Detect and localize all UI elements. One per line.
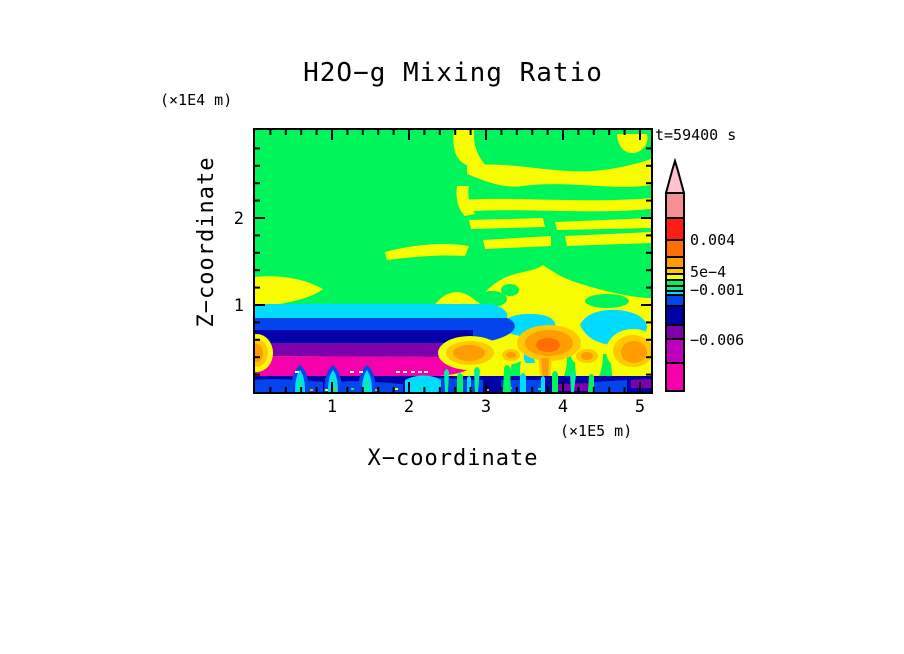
layer-magenta-band	[255, 356, 471, 376]
plume-spikes-cyan	[467, 373, 545, 392]
surface-cyan-patch	[405, 375, 441, 392]
x-tick-label-2: 2	[403, 397, 415, 417]
axis-ticks	[255, 130, 651, 392]
y-axis-unit-label: (×1E4 m)	[160, 91, 233, 109]
cell-hot-core	[536, 338, 560, 352]
y-tick-label-2: 2	[233, 209, 244, 229]
white-dash-artifacts	[295, 371, 428, 373]
plot-area	[253, 128, 653, 394]
surface-specks-yellow	[325, 388, 398, 391]
layer-cyan-band	[255, 304, 508, 318]
contour-plot	[255, 130, 651, 392]
plume-spikes-green	[457, 365, 594, 392]
y-tick-label-1: 1	[233, 296, 244, 316]
page-title: H2O−g Mixing Ratio	[303, 58, 603, 88]
colorbar-segments	[665, 192, 685, 392]
colorbar-label-5e4: 5e−4	[690, 263, 727, 281]
surface-specks-green	[351, 387, 541, 390]
x-tick-label-1: 1	[326, 397, 338, 417]
plume-spikes-spring	[444, 367, 576, 392]
colorbar-label-m0006: −0.006	[690, 331, 745, 349]
colorbar-arrow-tip	[664, 158, 686, 194]
colorbar-label-m0001: −0.001	[690, 281, 745, 299]
x-tick-label-5: 5	[634, 397, 646, 417]
x-axis-title: X−coordinate	[367, 446, 539, 471]
colorbar	[664, 158, 686, 392]
layer-purple-band	[255, 343, 449, 357]
time-label: t=59400 s	[655, 126, 737, 144]
colorbar-label-0004: 0.004	[690, 231, 736, 249]
layer-navy-band	[255, 330, 473, 349]
layer-blue-band	[255, 318, 515, 343]
y-axis-title: Z−coordinate	[194, 156, 219, 328]
x-axis-unit-label: (×1E5 m)	[560, 422, 633, 440]
x-tick-label-4: 4	[557, 397, 569, 417]
x-tick-label-3: 3	[480, 397, 492, 417]
